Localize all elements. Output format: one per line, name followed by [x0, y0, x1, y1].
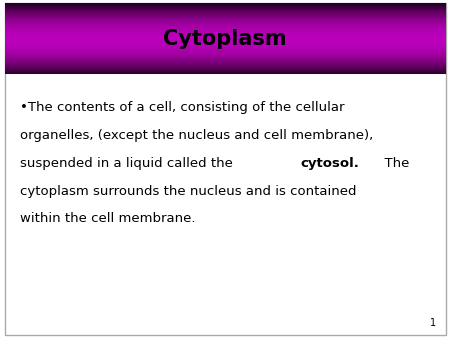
- Bar: [4, 53, 446, 54]
- Bar: [4, 27, 446, 28]
- Bar: [4, 71, 446, 72]
- Bar: [4, 69, 446, 70]
- Bar: [4, 26, 446, 27]
- Bar: [4, 30, 446, 31]
- Bar: [4, 5, 446, 6]
- Bar: [4, 35, 446, 36]
- Bar: [4, 32, 446, 33]
- Bar: [4, 23, 446, 24]
- Bar: [4, 22, 446, 23]
- Text: The: The: [376, 157, 410, 170]
- FancyBboxPatch shape: [4, 3, 446, 335]
- Bar: [4, 7, 446, 8]
- Bar: [4, 25, 446, 26]
- Bar: [4, 56, 446, 57]
- Text: •The contents of a cell, consisting of the cellular: •The contents of a cell, consisting of t…: [20, 101, 345, 114]
- Bar: [4, 34, 446, 35]
- Bar: [4, 41, 446, 42]
- Bar: [4, 4, 446, 5]
- Bar: [4, 37, 446, 38]
- Bar: [4, 11, 446, 12]
- Bar: [4, 63, 446, 64]
- Bar: [4, 55, 446, 56]
- Bar: [4, 70, 446, 71]
- Bar: [4, 12, 446, 13]
- Bar: [4, 17, 446, 18]
- Bar: [4, 6, 446, 7]
- Bar: [4, 3, 446, 4]
- Bar: [4, 65, 446, 66]
- Bar: [4, 61, 446, 62]
- Bar: [4, 19, 446, 20]
- Bar: [4, 46, 446, 47]
- Text: organelles, (except the nucleus and cell membrane),: organelles, (except the nucleus and cell…: [20, 129, 373, 142]
- Bar: [4, 47, 446, 48]
- Bar: [4, 67, 446, 68]
- Bar: [4, 40, 446, 41]
- Bar: [4, 45, 446, 46]
- Bar: [4, 60, 446, 61]
- Bar: [4, 21, 446, 22]
- Bar: [4, 31, 446, 32]
- Bar: [4, 8, 446, 9]
- Bar: [4, 58, 446, 59]
- Text: 1: 1: [430, 318, 436, 328]
- Bar: [4, 50, 446, 51]
- Bar: [4, 39, 446, 40]
- Bar: [4, 24, 446, 25]
- Bar: [4, 49, 446, 50]
- Bar: [4, 15, 446, 16]
- Bar: [4, 66, 446, 67]
- Text: cytosol.: cytosol.: [301, 157, 359, 170]
- Bar: [4, 73, 446, 74]
- Text: suspended in a liquid called the: suspended in a liquid called the: [20, 157, 238, 170]
- Bar: [4, 59, 446, 60]
- Bar: [4, 42, 446, 43]
- Bar: [4, 20, 446, 21]
- Bar: [4, 28, 446, 29]
- Bar: [4, 57, 446, 58]
- Bar: [4, 9, 446, 10]
- Bar: [4, 18, 446, 19]
- Bar: [4, 16, 446, 17]
- Bar: [4, 64, 446, 65]
- Bar: [4, 44, 446, 45]
- Bar: [4, 38, 446, 39]
- Text: Cytoplasm: Cytoplasm: [163, 29, 287, 49]
- Bar: [4, 10, 446, 11]
- Bar: [4, 62, 446, 63]
- Bar: [4, 52, 446, 53]
- Bar: [4, 14, 446, 15]
- Bar: [4, 36, 446, 37]
- Bar: [4, 33, 446, 34]
- Bar: [4, 72, 446, 73]
- Bar: [4, 51, 446, 52]
- Bar: [4, 13, 446, 14]
- Text: cytoplasm surrounds the nucleus and is contained: cytoplasm surrounds the nucleus and is c…: [20, 185, 357, 197]
- Bar: [4, 43, 446, 44]
- Bar: [4, 29, 446, 30]
- Text: within the cell membrane.: within the cell membrane.: [20, 212, 196, 225]
- Bar: [4, 54, 446, 55]
- Bar: [4, 48, 446, 49]
- Bar: [4, 68, 446, 69]
